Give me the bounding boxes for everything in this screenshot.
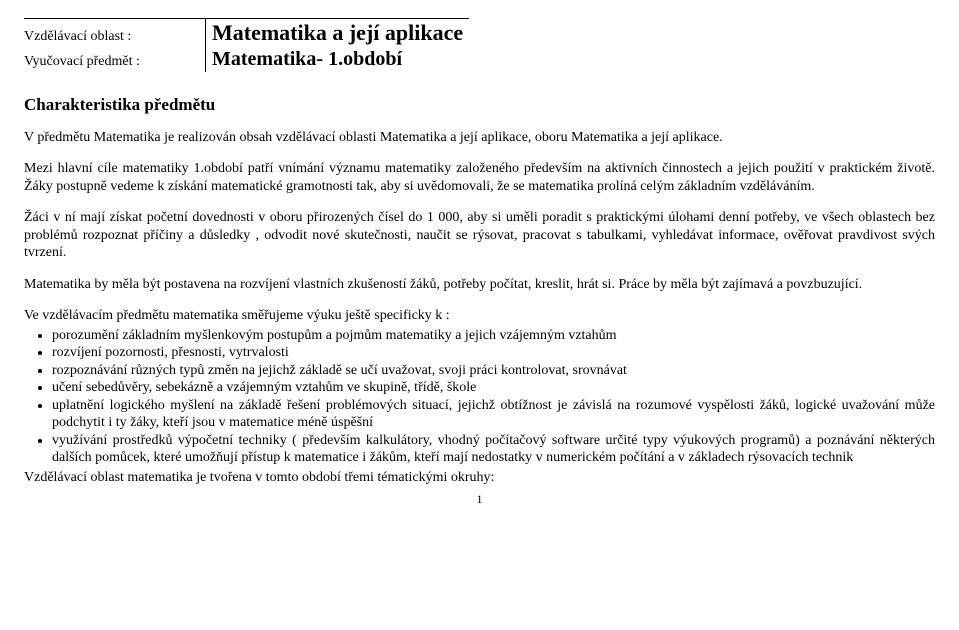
paragraph-goals: Mezi hlavní cíle matematiky 1.období pat… bbox=[24, 160, 935, 195]
list-item: rozpoznávání různých typů změn na jejich… bbox=[52, 362, 935, 380]
page-number: 1 bbox=[24, 492, 935, 507]
list-item: porozumění základním myšlenkovým postupů… bbox=[52, 327, 935, 345]
list-item: využívání prostředků výpočetní techniky … bbox=[52, 432, 935, 467]
header-label-subject: Vyučovací předmět : bbox=[24, 47, 206, 72]
header-value-subject: Matematika- 1.období bbox=[206, 47, 470, 72]
paragraph-list-lead: Ve vzdělávacím předmětu matematika směřu… bbox=[24, 307, 935, 325]
section-title: Charakteristika předmětu bbox=[24, 94, 935, 115]
paragraph-scope: Žáci v ní mají získat početní dovednosti… bbox=[24, 209, 935, 262]
header-label-area: Vzdělávací oblast : bbox=[24, 19, 206, 47]
list-item: uplatnění logického myšlení na základě ř… bbox=[52, 397, 935, 432]
paragraph-trailer: Vzdělávací oblast matematika je tvořena … bbox=[24, 469, 935, 487]
list-item: učení sebedůvěry, sebekázně a vzájemným … bbox=[52, 379, 935, 397]
list-item: rozvíjení pozornosti, přesnosti, vytrval… bbox=[52, 344, 935, 362]
paragraph-method: Matematika by měla být postavena na rozv… bbox=[24, 276, 935, 294]
paragraph-intro: V předmětu Matematika je realizován obsa… bbox=[24, 129, 935, 147]
bullet-list: porozumění základním myšlenkovým postupů… bbox=[24, 327, 935, 467]
header-value-area: Matematika a její aplikace bbox=[206, 19, 470, 47]
header-table: Vzdělávací oblast : Matematika a její ap… bbox=[24, 18, 469, 72]
